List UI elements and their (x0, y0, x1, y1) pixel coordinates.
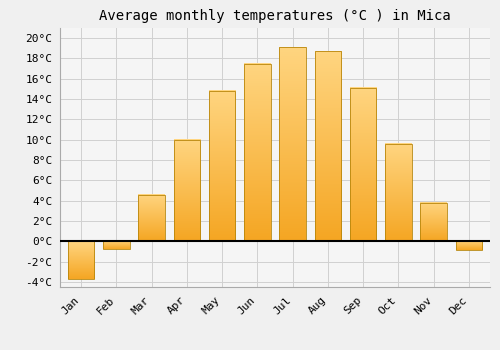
Bar (350, 88, 376, 241)
Bar (138, 195, 165, 241)
Bar (174, 140, 200, 241)
Bar (209, 91, 236, 241)
Bar (68, 241, 94, 279)
Bar (244, 64, 270, 241)
Title: Average monthly temperatures (°C ) in Mica: Average monthly temperatures (°C ) in Mi… (99, 9, 451, 23)
Bar (280, 47, 306, 241)
Bar (456, 241, 482, 251)
Bar (385, 144, 411, 241)
Bar (314, 51, 341, 241)
Bar (420, 203, 447, 241)
Bar (103, 241, 130, 250)
